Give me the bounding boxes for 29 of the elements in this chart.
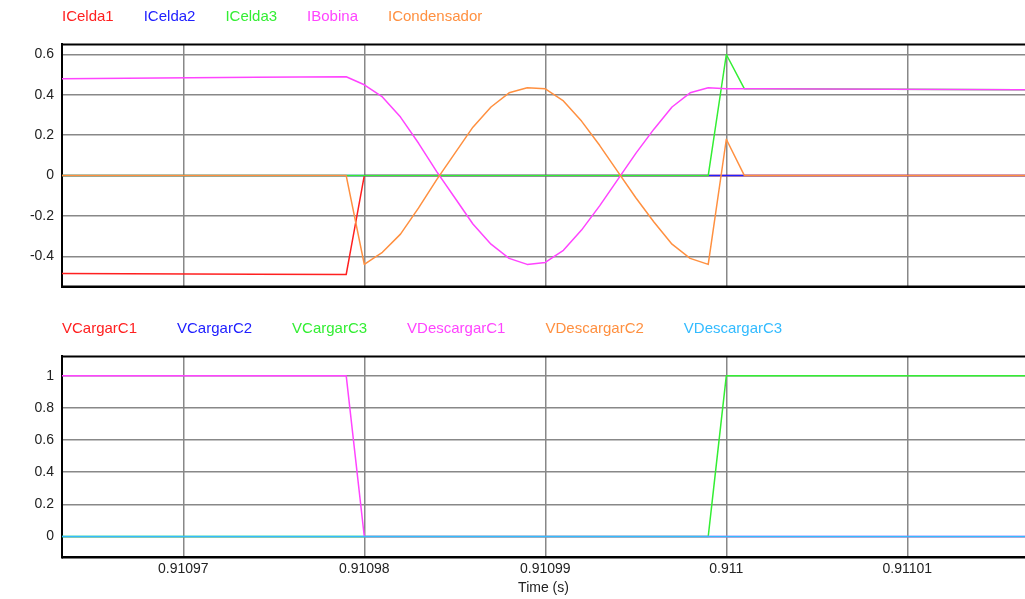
x-tick-label: 0.91101	[882, 559, 933, 576]
legend-label: VCargarC1	[62, 319, 138, 336]
legend-label: VDescargarC2	[545, 319, 644, 336]
text: ICondensador	[387, 7, 483, 24]
x-tick-label: 0.91099	[520, 559, 571, 576]
legend-label: VCargarC2	[177, 319, 253, 336]
y-tick-label: 0.6	[34, 430, 55, 447]
y-tick-label: 0.2	[34, 126, 55, 143]
y-tick-label: 0	[46, 527, 55, 544]
y-tick-label: -0.4	[29, 247, 55, 264]
y-tick-label: 0	[46, 166, 55, 183]
y-tick-label: 0.4	[34, 85, 55, 102]
y-tick-label: -0.2	[29, 206, 55, 223]
text: ICelda2	[143, 7, 196, 24]
text: VDescargarC3	[683, 319, 783, 336]
text: VCargarC3	[292, 319, 368, 336]
text: IBobina	[307, 7, 358, 24]
y-tick-label: 0.4	[34, 463, 55, 480]
text: ICelda1	[62, 7, 114, 24]
x-tick-label: 0.911	[709, 559, 744, 576]
x-tick-label: 0.91097	[157, 559, 209, 576]
y-tick-label: 0.8	[34, 398, 55, 415]
x-axis-title: Time (s)	[518, 579, 569, 596]
text: VDescargarC1	[407, 319, 506, 336]
text: ICelda3	[225, 7, 278, 24]
x-tick-label: 0.91098	[338, 559, 390, 576]
y-tick-label: 1	[46, 366, 55, 383]
y-tick-label: 0.6	[34, 45, 55, 62]
y-tick-label: 0.2	[34, 495, 55, 512]
